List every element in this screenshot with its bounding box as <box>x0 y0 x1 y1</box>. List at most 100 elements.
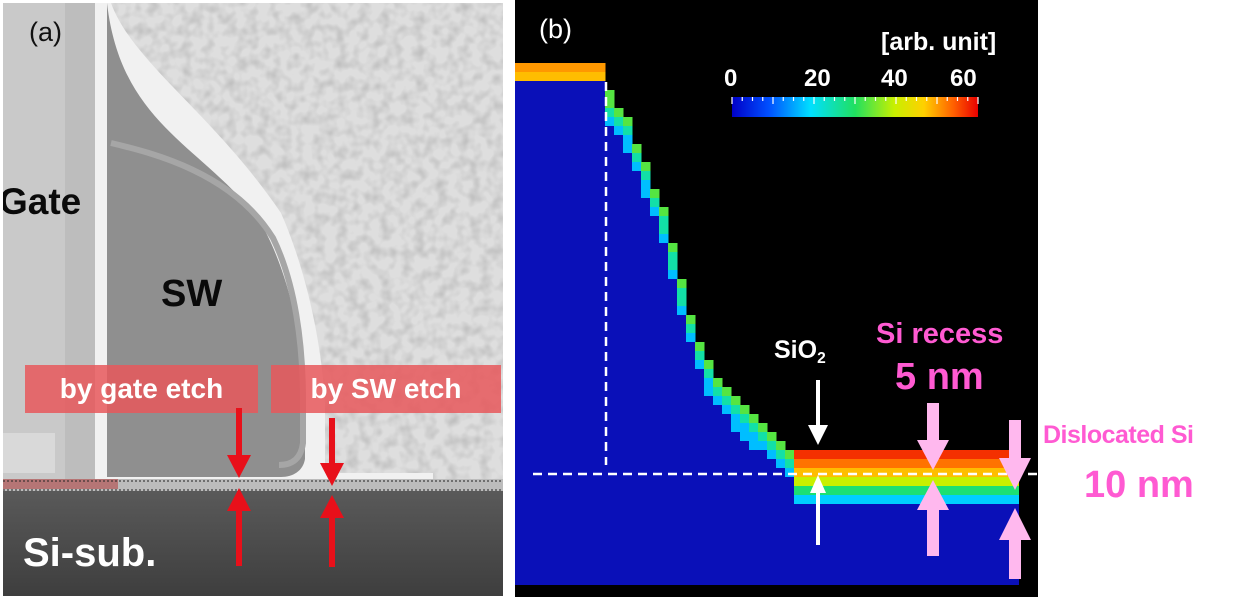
colormap-cell <box>578 225 588 235</box>
colormap-cell <box>542 486 552 496</box>
colormap-cell <box>974 450 984 460</box>
colormap-cell <box>740 513 750 523</box>
colormap-cell <box>524 135 534 145</box>
colormap-drawing <box>515 0 1038 597</box>
colormap-cell <box>542 279 552 289</box>
colormap-cell <box>533 63 543 73</box>
colormap-cell <box>722 459 732 469</box>
colormap-cell <box>650 360 660 370</box>
colormap-cell <box>686 567 696 577</box>
colormap-cell <box>1037 558 1038 568</box>
colormap-cell <box>749 522 759 532</box>
colormap-cell <box>578 198 588 208</box>
colormap-cell <box>524 81 534 91</box>
colormap-cell <box>866 450 876 460</box>
colormap-cell <box>542 387 552 397</box>
colormap-cell <box>938 594 948 597</box>
colormap-cell <box>623 495 633 505</box>
colormap-cell <box>632 369 642 379</box>
colormap-cell <box>587 423 597 433</box>
colormap-cell <box>596 81 606 91</box>
colormap-cell <box>677 513 687 523</box>
colormap-cell <box>875 450 885 460</box>
colormap-cell <box>704 522 714 532</box>
colormap-cell <box>1028 531 1038 541</box>
colormap-cell <box>686 585 696 595</box>
colormap-cell <box>704 423 714 433</box>
colormap-cell <box>875 495 885 505</box>
colormap-cell <box>560 324 570 334</box>
colormap-cell <box>650 585 660 595</box>
colormap-cell <box>533 198 543 208</box>
colormap-cell <box>569 99 579 109</box>
colormap-cell <box>920 522 930 532</box>
colormap-cell <box>515 162 525 172</box>
colormap-cell <box>641 522 651 532</box>
colormap-cell <box>605 504 615 514</box>
colormap-cell <box>1037 504 1038 514</box>
colormap-cell <box>614 180 624 190</box>
colormap-cell <box>614 432 624 442</box>
colormap-cell <box>947 585 957 595</box>
colormap-cell <box>587 513 597 523</box>
colormap-cell <box>578 306 588 316</box>
colormap-cell <box>713 378 723 388</box>
colormap-cell <box>650 225 660 235</box>
colormap-cell <box>695 495 705 505</box>
colormap-cell <box>992 522 1002 532</box>
colormap-cell <box>803 495 813 505</box>
colormap-cell <box>713 495 723 505</box>
colormap-cell <box>524 225 534 235</box>
colormap-cell <box>551 135 561 145</box>
colormap-cell <box>848 585 858 595</box>
colormap-cell <box>848 450 858 460</box>
colormap-cell <box>686 558 696 568</box>
colormap-cell <box>524 468 534 478</box>
colormap-cell <box>848 558 858 568</box>
colormap-cell <box>524 108 534 118</box>
colormap-cell <box>614 369 624 379</box>
colormap-cell <box>641 243 651 253</box>
colormap-cell <box>623 189 633 199</box>
colormap-cell <box>623 153 633 163</box>
colormap-cell <box>542 324 552 334</box>
colormap-cell <box>650 531 660 541</box>
colormap-cell <box>668 486 678 496</box>
colormap-cell <box>641 360 651 370</box>
colormap-cell <box>578 162 588 172</box>
colormap-cell <box>605 351 615 361</box>
colormap-cell <box>587 90 597 100</box>
colormap-cell <box>983 540 993 550</box>
colormap-cell <box>956 549 966 559</box>
colormap-cell <box>569 486 579 496</box>
colormap-cell <box>830 477 840 487</box>
colormap-cell <box>560 171 570 181</box>
colormap-cell <box>560 369 570 379</box>
colormap-cell <box>1010 486 1020 496</box>
colormap-cell <box>830 504 840 514</box>
colormap-cell <box>623 585 633 595</box>
colormap-cell <box>623 387 633 397</box>
colormap-cell <box>938 567 948 577</box>
sidewall-inner-rim <box>110 140 306 468</box>
colormap-cell <box>704 585 714 595</box>
colormap-cell <box>524 243 534 253</box>
substrate-surface-band <box>3 479 503 491</box>
colormap-cell <box>947 486 957 496</box>
colormap-cell <box>659 234 669 244</box>
colormap-cell <box>641 351 651 361</box>
colormap-cell <box>641 540 651 550</box>
colormap-cell <box>641 252 651 262</box>
colormap-cell <box>731 423 741 433</box>
colormap-cell <box>893 576 903 586</box>
colormap-cell <box>533 522 543 532</box>
sio2-arrows <box>808 380 828 545</box>
colormap-cell <box>569 288 579 298</box>
colormap-cell <box>911 513 921 523</box>
colormap-cell <box>695 414 705 424</box>
colormap-cell <box>605 360 615 370</box>
colormap-cell <box>587 378 597 388</box>
colormap-cell <box>722 405 732 415</box>
colormap-cell <box>650 477 660 487</box>
colormap-cell <box>560 360 570 370</box>
